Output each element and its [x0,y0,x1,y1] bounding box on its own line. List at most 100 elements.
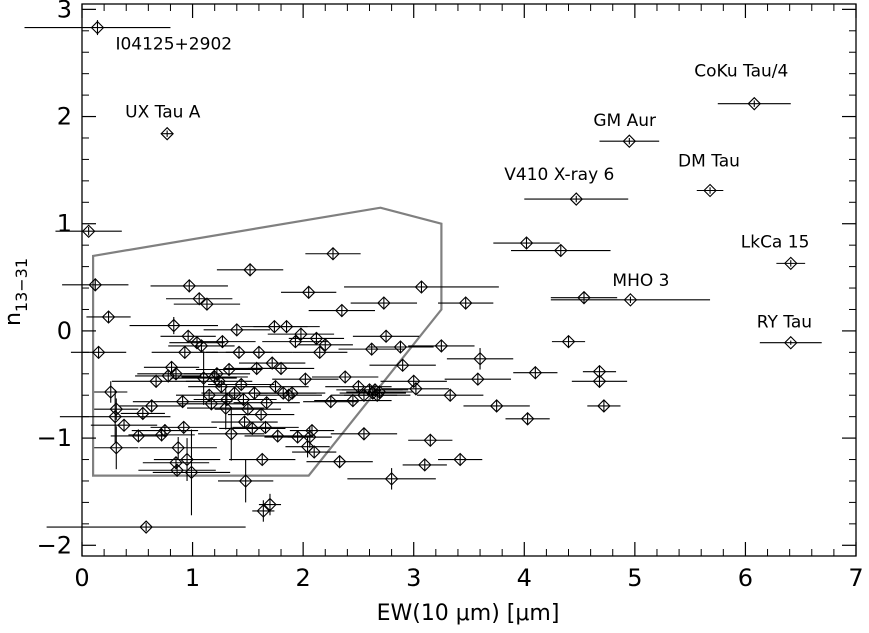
data-point [166,291,233,306]
diamond-marker [434,339,449,353]
data-point [344,280,499,294]
axes: 0 1 2 3 4 5 6 7 −2 −1 0 1 2 3 [37,0,864,592]
data-point [346,385,413,399]
diamond-marker [149,374,163,389]
diamond-marker [406,374,421,389]
diamond-marker [335,303,349,318]
data-point-v410-x-ray-6 [524,192,629,206]
data-point [258,386,326,400]
data-point [438,296,494,310]
data-point [311,370,379,384]
y-axis-title-main: n [1,312,26,326]
diamond-marker [294,327,308,341]
diamond-marker [90,20,105,35]
data-point [129,316,219,335]
diamond-marker [200,297,214,311]
diamond-marker [301,285,316,300]
diamond-marker [218,401,233,415]
data-point [446,348,514,370]
diamond-marker [265,356,279,370]
data-point [408,433,453,448]
point-label: UX Tau A [125,103,201,123]
data-point [408,339,475,353]
diamond-marker [267,319,282,334]
data-point [239,356,306,370]
diamond-marker [274,361,288,376]
diamond-marker [234,377,249,392]
data-point [139,437,217,459]
diamond-marker [703,183,717,198]
x-axis-title: EW(10 μm) [μm] [377,601,560,626]
data-point [173,297,241,311]
diamond-marker [443,388,457,403]
diamond-marker [263,497,277,512]
diamond-marker [288,334,303,349]
x-tick-label: 1 [185,564,200,592]
diamond-marker [220,392,234,407]
diamond-marker [136,406,150,421]
data-point-gm-aur [599,134,660,148]
data-point [86,310,131,324]
data-point [55,224,122,239]
point-label: MHO 3 [612,271,669,291]
data-point [352,329,420,344]
diamond-marker [139,520,153,534]
x-tick-label: 3 [406,564,421,592]
data-point [253,319,320,334]
diamond-marker [88,278,103,292]
diamond-marker [622,134,637,148]
data-point [493,236,560,250]
diamond-marker [324,394,338,409]
diamond-marker [423,433,438,448]
data-point [214,402,282,416]
diamond-marker [81,224,96,239]
diamond-marker [372,385,387,399]
point-label: LkCa 15 [741,232,810,252]
data-point [225,345,293,360]
diamond-marker [259,395,274,410]
data-point [258,493,282,516]
diamond-marker [346,393,360,408]
data-point-dm-tau [696,183,724,198]
diamond-marker [520,412,535,426]
diamond-marker [384,472,399,486]
diamond-marker [312,345,327,360]
data-point [367,340,434,354]
diamond-marker [224,427,239,441]
data-point-mho-3 [550,293,711,307]
diamond-marker [592,374,607,389]
data-point [150,420,217,435]
point-label: I04125+2902 [115,35,232,55]
diamond-marker [171,440,185,455]
y-tick-label: −2 [37,531,72,559]
data-point [347,468,436,490]
diamond-marker [417,458,432,472]
data-point [138,463,216,478]
diamond-marker [245,421,260,436]
diamond-marker [243,263,257,277]
data-point [208,377,275,392]
data-point [511,243,611,258]
diamond-marker [184,465,199,480]
data-point [150,279,228,293]
diamond-marker [338,370,352,384]
data-point [550,290,618,305]
diamond-marker [409,382,423,396]
data-point [252,500,275,522]
data-point [505,412,550,426]
diamond-marker [204,397,219,411]
diamond-marker [332,454,347,469]
data-point [219,421,286,436]
diamond-marker [249,361,264,376]
diamond-marker [169,455,183,470]
data-point [111,374,201,389]
diamond-marker [160,126,174,141]
diamond-marker [305,423,319,438]
data-point [330,427,398,441]
data-point [463,399,530,413]
data-point [314,393,392,408]
diamond-marker [215,334,230,349]
diamond-marker [597,399,611,413]
data-point [70,345,127,360]
